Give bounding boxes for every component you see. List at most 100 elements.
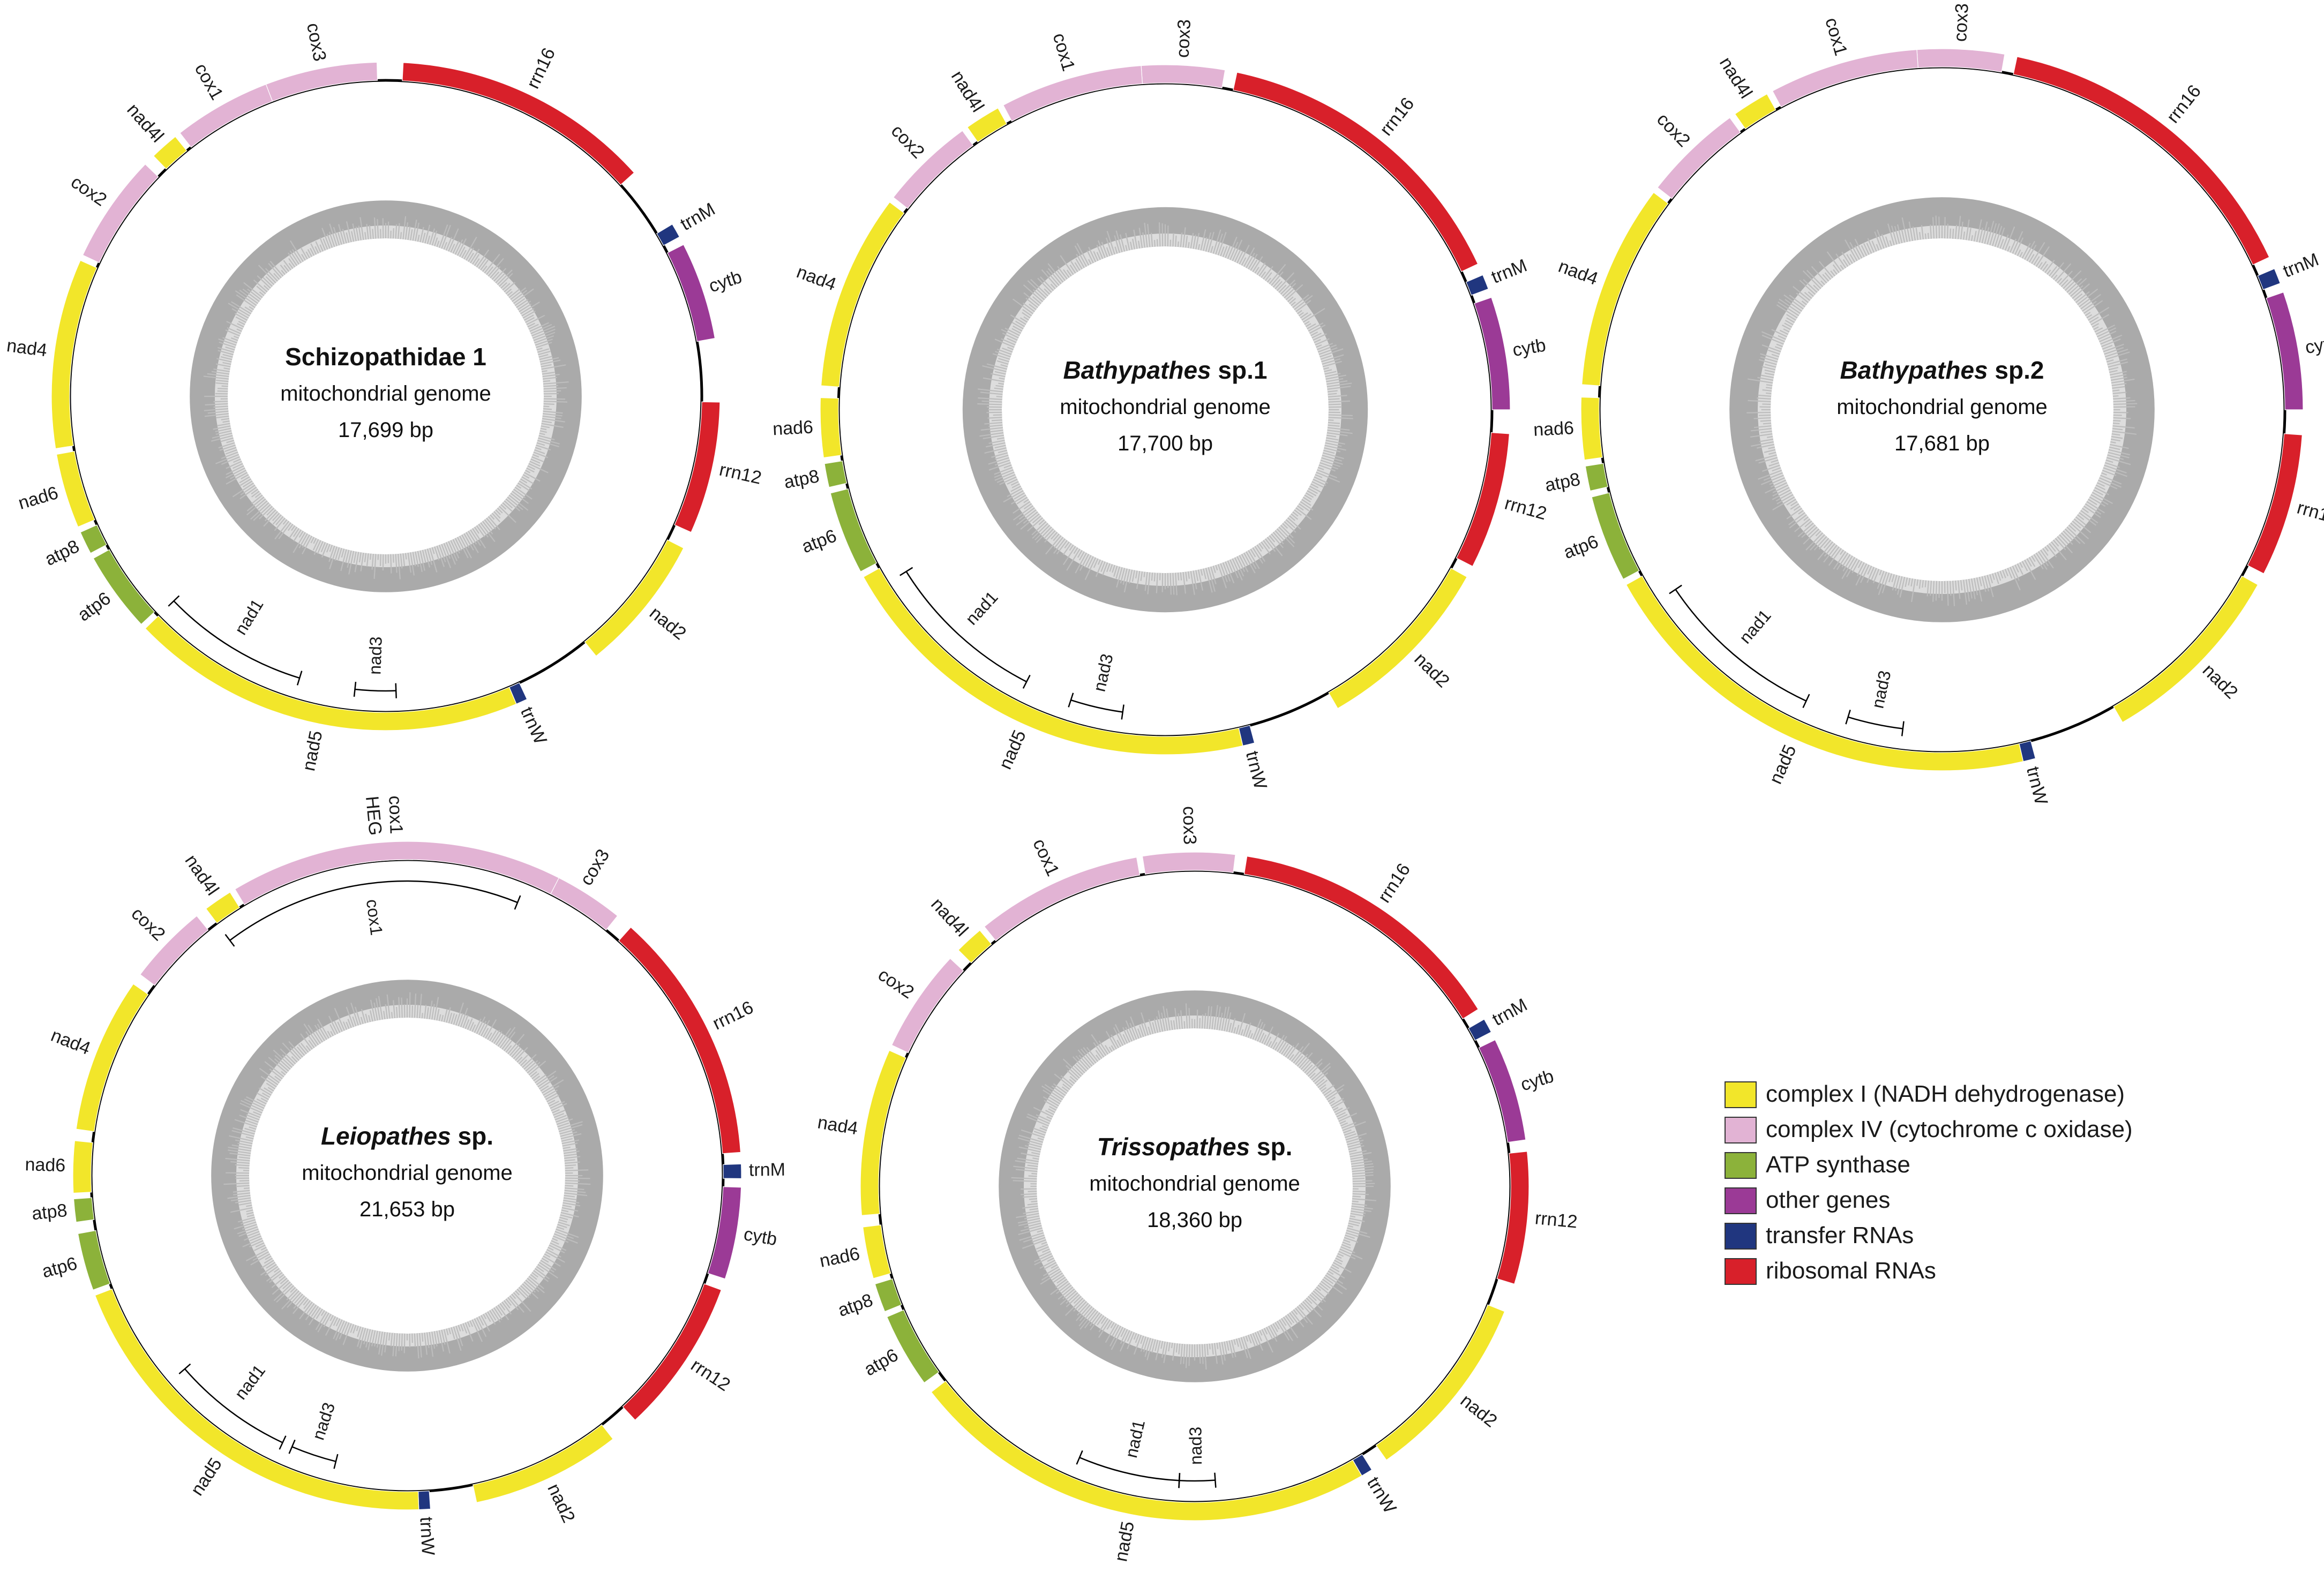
gc-tick [1785,320,1794,326]
gc-tick [1023,302,1035,312]
gc-tick [459,536,472,559]
gc-tick [1804,520,1812,528]
gene-atp8 [874,1278,902,1312]
genome-title-name: Bathypathes [1063,356,1211,384]
gc-tick [1248,550,1260,569]
gc-tick [1306,1297,1313,1304]
gc-tick [994,467,1013,475]
gc-tick [2077,288,2098,305]
gc-tick [282,1042,299,1061]
gc-tick [247,288,261,300]
gc-tick [536,445,551,451]
gc-tick [1989,574,1993,584]
gc-tick [1849,242,1860,260]
gc-tick [227,1194,251,1199]
gc-tick [1204,1344,1207,1370]
gc-tick [1313,478,1326,486]
inner-gene-label-nad1: nad1 [231,596,267,638]
gc-tick [1327,430,1353,434]
gc-tick [1245,1022,1251,1037]
gc-tick [1105,1323,1117,1343]
gc-tick [2065,281,2075,291]
gene-label-nad6: nad6 [1533,418,1575,440]
gc-tick [558,1221,570,1227]
gc-tick [1106,563,1111,573]
gc-tick [380,229,381,239]
gc-tick [1322,1278,1343,1295]
gc-tick [1002,347,1013,353]
inner-gene-nad1 [905,571,1027,682]
gc-tick [1045,1110,1054,1116]
gc-tick [1188,1008,1190,1029]
gc-tick [553,1113,565,1118]
gc-tick [1278,284,1287,293]
gc-tick [1141,1012,1149,1036]
gc-tick [216,415,229,419]
gc-tick [515,1290,520,1296]
gc-tick [1871,568,1877,581]
gc-tick [994,455,1009,460]
gc-tick [2097,327,2117,337]
gc-tick [1351,1160,1372,1165]
gc-tick [517,483,530,492]
gc-tick [986,442,1006,448]
gc-tick [335,1318,341,1327]
gc-tick [2014,237,2024,255]
gc-tick [540,1085,549,1092]
gc-tick [520,1285,531,1296]
gc-tick [981,400,1002,403]
gc-tick [1151,1339,1156,1353]
gc-tick [523,314,534,321]
gene-label-trnM: trnM [2280,249,2321,281]
gc-tick [1258,543,1264,550]
gc-tick [450,244,455,253]
gc-skew-ticks [1746,215,2138,606]
genome-subtitle: mitochondrial genome [1060,395,1271,419]
gene-label-trnW: trnW [416,1516,438,1556]
gc-tick [1826,251,1842,272]
gc-tick [1263,540,1270,550]
gc-tick [2042,264,2049,272]
gc-tick [1115,566,1120,579]
gc-tick [1019,1232,1044,1241]
gc-tick [1011,1177,1037,1180]
gc-tick [2033,554,2044,570]
gc-tick [1252,256,1263,273]
gc-tick [1908,578,1911,586]
gc-tick [1965,579,1970,602]
gc-tick [1926,580,1929,597]
gc-tick [536,1070,557,1086]
gc-tick [551,1103,567,1111]
gc-tick [1287,1314,1295,1323]
gc-tick [1289,515,1295,521]
gc-tick [1247,1030,1251,1038]
gc-tick [1326,378,1344,382]
gc-tick [561,1207,579,1212]
gc-tick [1007,478,1018,485]
gc-tick [998,449,1007,454]
gc-tick [231,1130,254,1137]
gc-tick [241,474,249,480]
gc-tick [251,491,260,498]
gc-tick [1201,1014,1204,1029]
gene-label-nad4l: nad4l [1715,54,1756,102]
gc-tick [274,521,290,540]
gc-tick [992,353,1010,360]
gc-tick [265,1266,279,1276]
gc-tick [1075,1304,1091,1321]
gc-tick [369,225,372,239]
gene-label-nad4: nad4 [794,261,839,295]
gc-tick [269,1271,283,1283]
gc-tick [1760,475,1784,485]
gc-tick [429,1000,433,1020]
gene-atp6 [830,488,878,573]
gc-tick [424,224,431,244]
gc-tick [230,1197,251,1201]
gc-tick [2104,464,2127,473]
gc-tick [489,1030,497,1042]
gc-tick [2098,330,2117,340]
gc-tick [563,1148,578,1152]
gc-tick [1292,294,1309,309]
gc-tick [1767,349,1780,355]
gc-tick [472,253,480,265]
